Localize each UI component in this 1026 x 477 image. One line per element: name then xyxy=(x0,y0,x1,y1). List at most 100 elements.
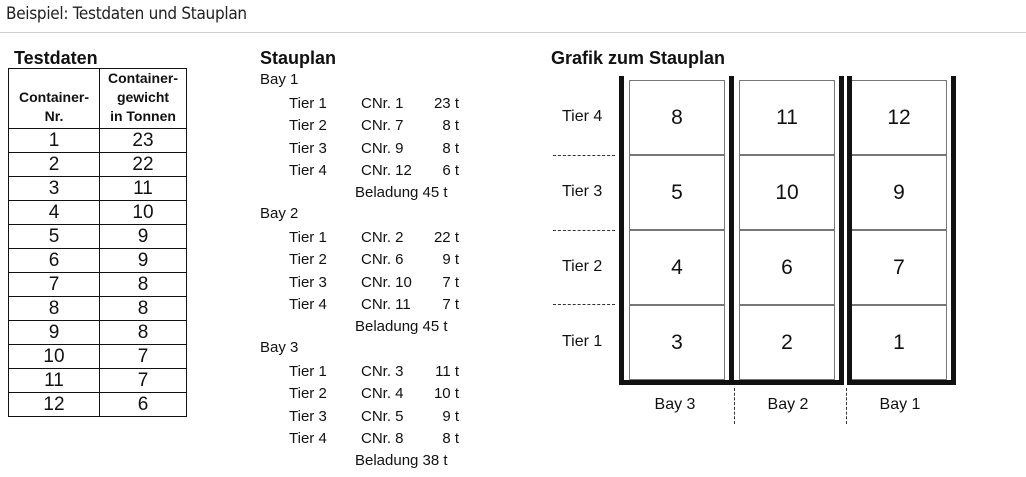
container-weight-cell: 10 xyxy=(99,200,187,225)
tier-label: Tier 3 xyxy=(562,183,603,200)
stauplan-weight: 9 t xyxy=(442,407,459,425)
stauplan-weight: 7 t xyxy=(442,295,459,313)
stauplan-weight: 8 t xyxy=(442,139,459,157)
stauplan-tier: Tier 2 xyxy=(289,117,327,135)
stauplan-cnr: CNr. 3 xyxy=(361,363,404,380)
stauplan-tier: Tier 1 xyxy=(289,363,327,380)
table-header-row: Container- Nr. Container- gewicht in Ton… xyxy=(8,68,187,129)
stauplan-weight: 11 t xyxy=(435,363,459,380)
stauplan-cnr: CNr. 7 xyxy=(361,117,404,135)
stauplan-cnr: CNr. 5 xyxy=(361,407,404,425)
bay-label: Bay 1 xyxy=(879,396,921,413)
stauplan-tier: Tier 2 xyxy=(289,251,327,269)
stauplan-cnr: CNr. 6 xyxy=(361,251,404,269)
container-weight-cell: 11 xyxy=(99,176,187,201)
bay-wall xyxy=(839,76,844,384)
container-slot: 9 xyxy=(851,155,947,230)
bay-label: Bay 2 xyxy=(767,396,809,413)
container-nr-cell: 1 xyxy=(8,128,100,153)
container-nr-cell: 12 xyxy=(8,392,100,417)
bay-label: Bay 3 xyxy=(654,396,696,413)
container-slot: 8 xyxy=(629,80,725,155)
container-weight-cell: 9 xyxy=(99,224,187,249)
tier-separator xyxy=(553,230,615,231)
container-nr-cell: 10 xyxy=(8,344,100,369)
stauplan-weight: 7 t xyxy=(442,273,459,291)
container-slot: 10 xyxy=(739,155,835,230)
table-row: 10 7 xyxy=(8,344,187,369)
stauplan-cnr: CNr. 10 xyxy=(361,273,412,291)
container-nr-cell: 9 xyxy=(8,320,100,345)
stauplan-weight: 9 t xyxy=(442,251,459,269)
bay-load-total: Beladung 45 t xyxy=(355,318,448,336)
bay-separator xyxy=(846,388,847,424)
container-slot: 12 xyxy=(851,80,947,155)
container-nr-cell: 8 xyxy=(8,296,100,321)
bay-heading: Bay 3 xyxy=(260,339,299,356)
grafik-title: Grafik zum Stauplan xyxy=(551,48,726,68)
container-slot: 7 xyxy=(851,230,947,305)
stauplan-cnr: CNr. 1 xyxy=(361,95,404,112)
stauplan-cnr: CNr. 9 xyxy=(361,139,404,157)
tier-label: Tier 2 xyxy=(562,258,603,275)
container-nr-cell: 4 xyxy=(8,200,100,225)
stauplan-cnr: CNr. 4 xyxy=(361,385,404,403)
container-weight-cell: 6 xyxy=(99,392,187,417)
table-row: 2 22 xyxy=(8,152,187,177)
stauplan-tier: Tier 1 xyxy=(289,229,327,246)
stauplan-weight: 8 t xyxy=(442,117,459,135)
header-container-nr: Container- Nr. xyxy=(8,68,100,129)
stauplan-weight: 6 t xyxy=(442,161,459,179)
container-slot: 6 xyxy=(739,230,835,305)
bay-heading: Bay 1 xyxy=(260,71,299,88)
container-weight-cell: 22 xyxy=(99,152,187,177)
table-row: 3 11 xyxy=(8,176,187,201)
container-weight-cell: 23 xyxy=(99,128,187,153)
container-weight-cell: 7 xyxy=(99,368,187,393)
container-slot: 1 xyxy=(851,305,947,380)
container-slot: 4 xyxy=(629,230,725,305)
tier-label: Tier 1 xyxy=(562,333,603,350)
container-nr-cell: 6 xyxy=(8,248,100,273)
container-slot: 5 xyxy=(629,155,725,230)
header-container-weight: Container- gewicht in Tonnen xyxy=(99,68,187,129)
stauplan-cnr: CNr. 12 xyxy=(361,161,412,179)
container-nr-cell: 2 xyxy=(8,152,100,177)
caption-divider xyxy=(0,32,1026,33)
stauplan-tier: Tier 3 xyxy=(289,273,327,291)
container-nr-cell: 5 xyxy=(8,224,100,249)
tier-separator xyxy=(553,155,615,156)
stauplan-cnr: CNr. 11 xyxy=(361,295,411,313)
container-nr-cell: 7 xyxy=(8,272,100,297)
container-nr-cell: 3 xyxy=(8,176,100,201)
bay-floor xyxy=(847,380,956,385)
tier-separator xyxy=(553,304,615,305)
table-row: 11 7 xyxy=(8,368,187,393)
stauplan-title: Stauplan xyxy=(260,48,337,68)
container-nr-cell: 11 xyxy=(8,368,100,393)
container-slot: 11 xyxy=(739,80,835,155)
stauplan-tier: Tier 3 xyxy=(289,407,327,425)
bay-floor xyxy=(619,380,844,385)
container-weight-cell: 9 xyxy=(99,248,187,273)
stauplan-tier: Tier 1 xyxy=(289,95,327,112)
bay-wall xyxy=(619,76,624,384)
container-slot: 2 xyxy=(739,305,835,380)
testdaten-table: Container- Nr. Container- gewicht in Ton… xyxy=(8,68,187,417)
stauplan-tier: Tier 3 xyxy=(289,139,327,157)
bay-wall xyxy=(729,76,734,384)
stauplan-weight: 23 t xyxy=(433,95,459,112)
bay-load-total: Beladung 45 t xyxy=(355,184,448,202)
stauplan-weight: 10 t xyxy=(433,385,459,403)
container-weight-cell: 8 xyxy=(99,272,187,297)
testdaten-title: Testdaten xyxy=(14,48,98,68)
stauplan-weight: 22 t xyxy=(433,229,459,246)
stauplan-tier: Tier 2 xyxy=(289,385,327,403)
stauplan-cnr: CNr. 8 xyxy=(361,429,404,447)
bay-separator xyxy=(734,388,735,424)
